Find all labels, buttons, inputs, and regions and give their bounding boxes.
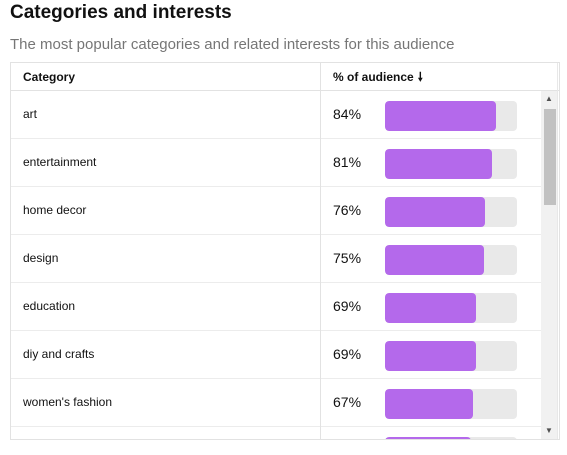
page-title: Categories and interests: [10, 2, 232, 23]
audience-bar-fill: [385, 197, 485, 227]
scroll-down-icon[interactable]: ▼: [545, 426, 553, 435]
audience-bar-fill: [385, 437, 471, 439]
scrollbar-thumb[interactable]: [544, 109, 556, 205]
audience-bar-track: [385, 197, 517, 227]
audience-bar-track: [385, 341, 517, 371]
audience-percent-cell: 69%: [333, 346, 362, 362]
audience-bar-fill: [385, 293, 476, 323]
audience-bar-fill: [385, 341, 476, 371]
column-header-category[interactable]: Category: [23, 70, 76, 84]
table-row[interactable]: home decor 76%: [11, 187, 541, 235]
table-row[interactable]: education 69%: [11, 283, 541, 331]
audience-bar-track: [385, 245, 517, 275]
column-header-audience-label: % of audience: [333, 70, 414, 84]
table-header: Category % of audience 🠗: [11, 63, 559, 91]
audience-bar-fill: [385, 245, 484, 275]
categories-table: Category % of audience 🠗 art 84% entertainm…: [10, 62, 560, 440]
category-cell: home decor: [23, 203, 87, 217]
page-subtitle: The most popular categories and related …: [10, 36, 455, 53]
audience-bar-fill: [385, 149, 492, 179]
category-cell: education: [23, 299, 76, 313]
table-row[interactable]: women's fashion 67%: [11, 379, 541, 427]
table-row[interactable]: art 84%: [11, 91, 541, 139]
audience-bar-track: [385, 293, 517, 323]
audience-bar-track: [385, 101, 517, 131]
category-cell: design: [23, 251, 59, 265]
column-header-audience[interactable]: % of audience 🠗: [333, 63, 423, 91]
audience-percent-cell: 81%: [333, 154, 362, 170]
scroll-up-icon[interactable]: ▲: [545, 94, 553, 103]
audience-percent-cell: 75%: [333, 250, 362, 266]
table-right-edge: [557, 63, 558, 439]
table-row[interactable]: diy and crafts 69%: [11, 331, 541, 379]
audience-bar-track: [385, 149, 517, 179]
audience-bar-fill: [385, 389, 473, 419]
audience-percent-cell: 84%: [333, 106, 362, 122]
arrow-down-icon[interactable]: 🠗: [417, 70, 423, 84]
audience-bar-track: [385, 389, 517, 419]
table-row[interactable]: entertainment 81%: [11, 139, 541, 187]
category-cell: diy and crafts: [23, 347, 95, 361]
audience-percent-cell: 76%: [333, 202, 362, 218]
vertical-scrollbar[interactable]: ▲ ▼: [541, 91, 557, 439]
column-divider: [320, 63, 321, 439]
audience-percent-cell: 69%: [333, 298, 362, 314]
audience-bar-track: [385, 437, 517, 439]
category-cell: entertainment: [23, 155, 97, 169]
table-row[interactable]: design 75%: [11, 235, 541, 283]
audience-bar-fill: [385, 101, 496, 131]
category-cell: women's fashion: [23, 395, 113, 409]
table-row[interactable]: [11, 427, 541, 439]
table-body: art 84% entertainment 81% home decor 76% desig…: [11, 91, 541, 439]
audience-percent-cell: 67%: [333, 394, 362, 410]
category-cell: art: [23, 107, 38, 121]
